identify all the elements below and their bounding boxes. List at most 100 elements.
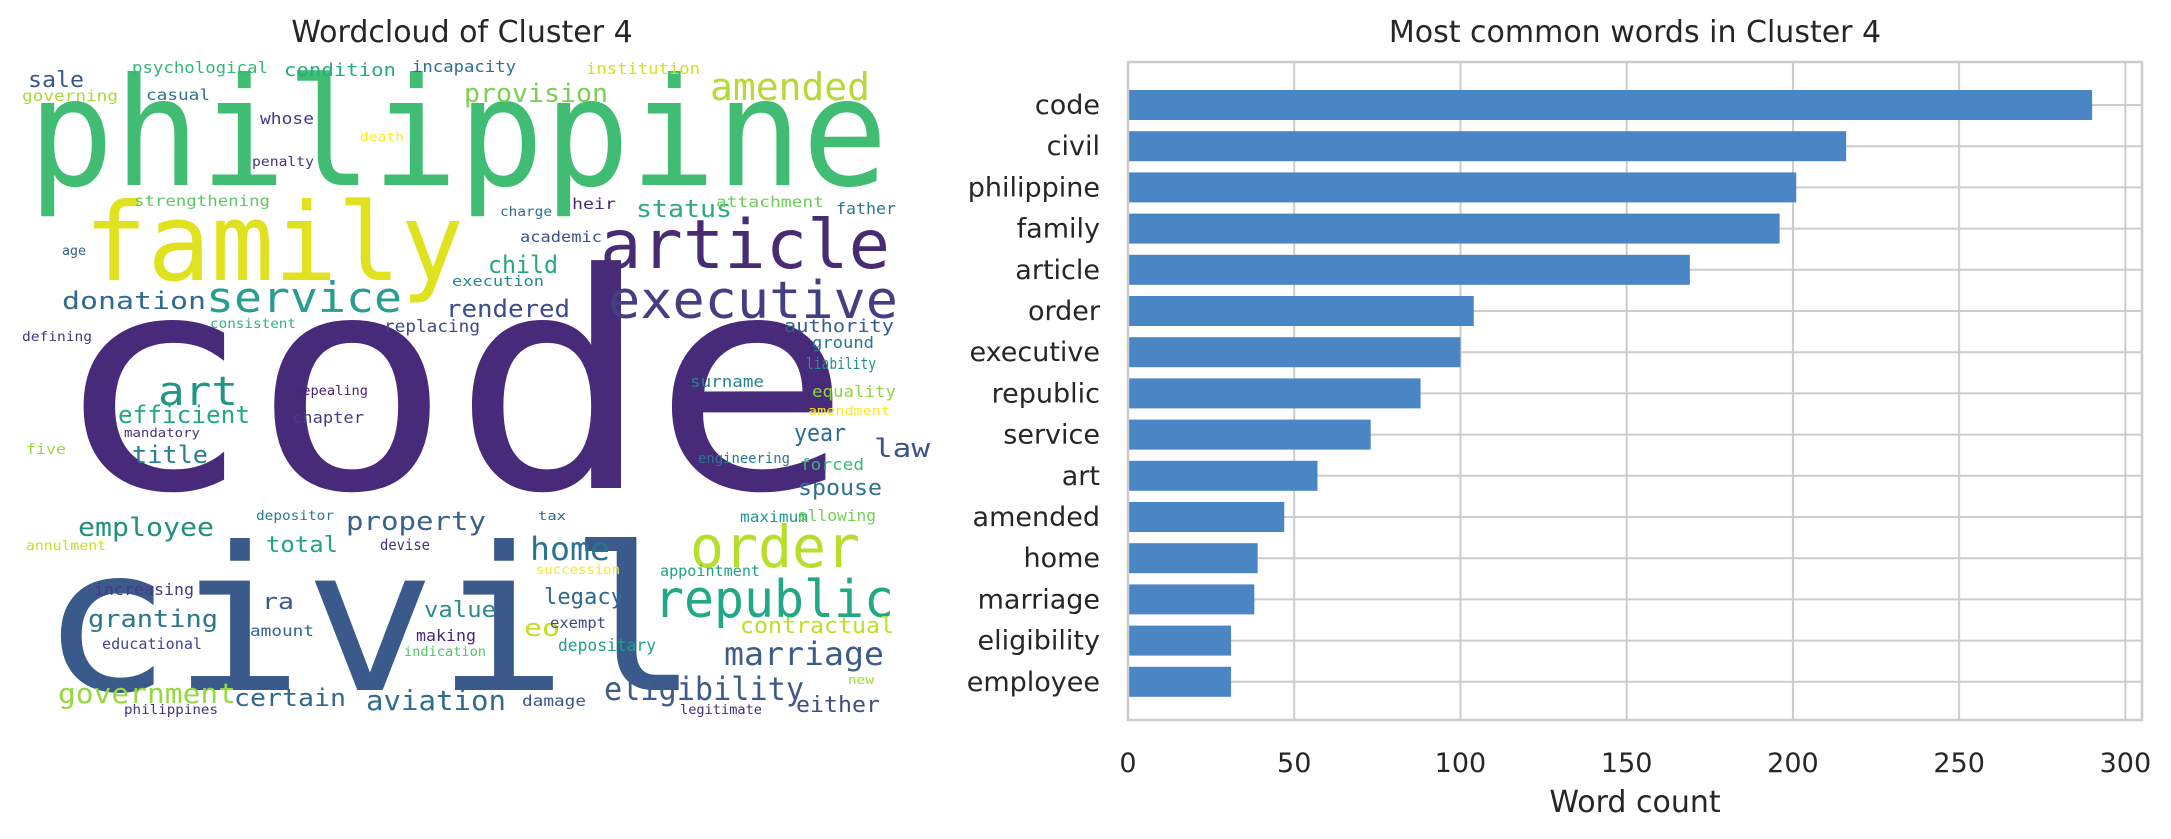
word-rendered: rendered: [446, 295, 570, 323]
word-condition: condition: [284, 60, 396, 81]
bar-article: [1128, 254, 1690, 285]
word-making: making: [416, 626, 476, 645]
bar-employee: [1128, 666, 1232, 697]
y-tick-labels: code civil philippine family article order exe…: [967, 90, 1101, 698]
word-sale: sale: [28, 68, 84, 93]
wordcloud-title: Wordcloud of Cluster 4: [291, 15, 632, 50]
word-year: year: [794, 419, 846, 447]
word-tax: tax: [538, 509, 566, 523]
bar-art: [1128, 460, 1318, 491]
x-tick-label: 100: [1435, 748, 1487, 779]
word-liability: liability: [806, 354, 876, 373]
word-governing: governing: [22, 87, 118, 105]
word-family: family: [84, 181, 464, 306]
y-tick-label: art: [1062, 461, 1100, 492]
word-allowing: allowing: [798, 506, 876, 525]
bar-code: [1128, 90, 2093, 120]
word-whose: whose: [260, 109, 314, 128]
word-father: father: [836, 199, 896, 218]
y-tick-label: article: [1015, 255, 1100, 286]
word-property: property: [346, 507, 486, 537]
word-ra: ra: [262, 590, 294, 615]
word-executive: executive: [608, 271, 898, 331]
word-aviation: aviation: [366, 684, 506, 717]
y-tick-label: marriage: [978, 584, 1100, 615]
word-total: total: [266, 533, 338, 558]
word-civil: civil: [40, 505, 700, 738]
bar-eligibility: [1128, 625, 1232, 656]
y-tick-label: service: [1003, 420, 1100, 451]
word-death: death: [360, 130, 404, 144]
y-tick-label: republic: [992, 378, 1100, 409]
word-increasing: increasing: [94, 580, 194, 599]
word-either: either: [796, 693, 880, 718]
word-maximum: maximum: [740, 508, 808, 526]
word-home: home: [530, 530, 610, 568]
word-incapacity: incapacity: [412, 57, 516, 76]
word-replacing: replacing: [384, 317, 480, 337]
word-depositary: depositary: [558, 636, 656, 656]
word-philippine: philippine: [28, 47, 888, 221]
word-indication: indication: [404, 645, 486, 660]
word-service: service: [206, 273, 402, 322]
word-ground: ground: [812, 333, 874, 352]
bar-family: [1128, 213, 1780, 244]
word-amendment: amendment: [808, 404, 890, 418]
bar-service: [1128, 419, 1371, 450]
word-depositor: depositor: [256, 509, 334, 524]
bar-executive: [1128, 337, 1461, 368]
word-legacy: legacy: [544, 585, 624, 610]
x-tick-label: 150: [1601, 748, 1653, 779]
word-legitimate: legitimate: [680, 703, 762, 718]
word-heir: heir: [572, 195, 616, 213]
word-value: value: [424, 598, 496, 623]
word-age: age: [62, 244, 86, 259]
bar-civil: [1128, 131, 1847, 162]
word-employee: employee: [78, 513, 214, 543]
word-granting: granting: [88, 605, 218, 633]
word-educational: educational: [102, 635, 202, 653]
word-provision: provision: [464, 79, 608, 109]
word-attachment: attachment: [716, 193, 824, 211]
bar-philippine: [1128, 172, 1797, 203]
word-penalty: penalty: [252, 155, 314, 170]
word-spouse: spouse: [798, 476, 882, 501]
x-tick-label: 50: [1277, 748, 1311, 779]
word-five: five: [26, 442, 66, 458]
word-eligibility: eligibility: [604, 670, 804, 708]
bar-order: [1128, 296, 1474, 326]
word-title: title: [132, 441, 208, 469]
word-chapter: chapter: [292, 408, 364, 427]
word-donation: donation: [62, 287, 206, 315]
word-repealing: repealing: [294, 384, 368, 399]
y-tick-label: executive: [969, 337, 1100, 368]
word-academic: academic: [520, 228, 602, 246]
word-consistent: consistent: [210, 317, 296, 332]
word-engineering: engineering: [698, 451, 790, 467]
word-appointment: appointment: [660, 562, 760, 580]
word-new: new: [848, 673, 875, 687]
word-succession: succession: [536, 563, 620, 578]
word-strengthening: strengthening: [134, 192, 270, 210]
word-efficient: efficient: [118, 401, 250, 429]
x-tick-label: 250: [1933, 748, 1985, 779]
word-amount: amount: [250, 622, 314, 640]
word-status: status: [636, 195, 732, 223]
word-certain: certain: [234, 684, 346, 712]
word-forced: forced: [800, 455, 864, 474]
word-execution: execution: [452, 274, 544, 290]
word-government: government: [58, 677, 236, 710]
word-eo: eo: [524, 614, 560, 642]
word-equality: equality: [812, 382, 896, 401]
bar-home: [1128, 543, 1258, 574]
plot-frame: [1126, 60, 2144, 722]
y-tick-label: code: [1035, 90, 1100, 121]
word-art: art: [158, 369, 238, 415]
word-child: child: [488, 251, 558, 279]
word-marriage: marriage: [724, 635, 884, 673]
y-tick-label: order: [1028, 296, 1101, 327]
word-article: article: [600, 206, 890, 285]
y-tick-label: employee: [967, 667, 1100, 698]
